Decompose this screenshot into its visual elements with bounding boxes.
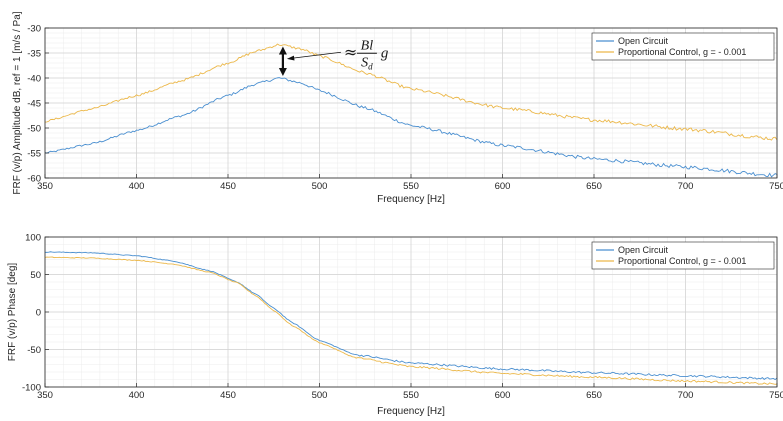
legend-proportional-control: Proportional Control, g = - 0.001 — [618, 256, 746, 266]
series-line-1 — [45, 256, 777, 385]
y-tick-label: -60 — [27, 174, 41, 185]
x-tick-label: 350 — [37, 181, 53, 192]
y-tick-label: 50 — [30, 270, 41, 281]
x-tick-label: 750 — [769, 390, 783, 401]
x-tick-label: 650 — [586, 181, 602, 192]
y-tick-label: -50 — [27, 124, 41, 135]
y-tick-label: -50 — [27, 345, 41, 356]
x-tick-label: 400 — [129, 390, 145, 401]
y-tick-label: 100 — [25, 233, 41, 244]
x-tick-label: 500 — [312, 181, 328, 192]
x-tick-label: 400 — [129, 181, 145, 192]
x-tick-label: 450 — [220, 181, 236, 192]
y-tick-label: -55 — [27, 149, 41, 160]
y-tick-label: 0 — [36, 308, 41, 319]
y-tick-label: -35 — [27, 49, 41, 60]
y-tick-label: -100 — [22, 383, 41, 394]
phase-yaxis-label: FRF (v/p) Phase [deg] — [7, 263, 18, 362]
y-tick-label: -30 — [27, 24, 41, 35]
series-line-1 — [45, 43, 777, 141]
amplitude-xaxis-label: Frequency [Hz] — [377, 194, 445, 205]
approx-symbol: ≈ — [344, 42, 357, 61]
amplitude-plot: 350 400 450 500 550 600 650 700 750 -60 -55 -50 -45… — [12, 11, 783, 205]
x-tick-label: 550 — [403, 181, 419, 192]
x-tick-label: 550 — [403, 390, 419, 401]
x-tick-label: 650 — [586, 390, 602, 401]
legend-proportional-control: Proportional Control, g = - 0.001 — [618, 47, 746, 57]
x-tick-label: 700 — [678, 390, 694, 401]
gain-difference-annotation: ≈ Bl Sd g — [278, 38, 389, 76]
phase-xaxis-label: Frequency [Hz] — [377, 406, 445, 417]
series-line-0 — [45, 251, 777, 381]
phase-plot: 350 400 450 500 550 600 650 700 750 -100 -50 0 50 10… — [7, 233, 783, 418]
x-tick-label: 350 — [37, 390, 53, 401]
fraction-denominator: Sd — [361, 55, 373, 71]
y-tick-label: -45 — [27, 99, 41, 110]
gain-symbol: g — [381, 45, 389, 61]
phase-legend: Open Circuit Proportional Control, g = -… — [591, 241, 775, 270]
amplitude-legend: Open Circuit Proportional Control, g = -… — [591, 32, 775, 61]
x-tick-label: 700 — [678, 181, 694, 192]
series-line-0 — [45, 77, 777, 178]
x-tick-label: 750 — [769, 181, 783, 192]
amplitude-yaxis-label: FRF (v/p) Amplitude dB, ref = 1 [m/s / P… — [12, 11, 23, 194]
x-tick-label: 450 — [220, 390, 236, 401]
legend-open-circuit: Open Circuit — [618, 245, 669, 255]
fraction-numerator: Bl — [361, 38, 374, 53]
x-tick-label: 600 — [495, 181, 511, 192]
x-tick-label: 600 — [495, 390, 511, 401]
x-tick-label: 500 — [312, 390, 328, 401]
legend-open-circuit: Open Circuit — [618, 36, 669, 46]
y-tick-label: -40 — [27, 74, 41, 85]
